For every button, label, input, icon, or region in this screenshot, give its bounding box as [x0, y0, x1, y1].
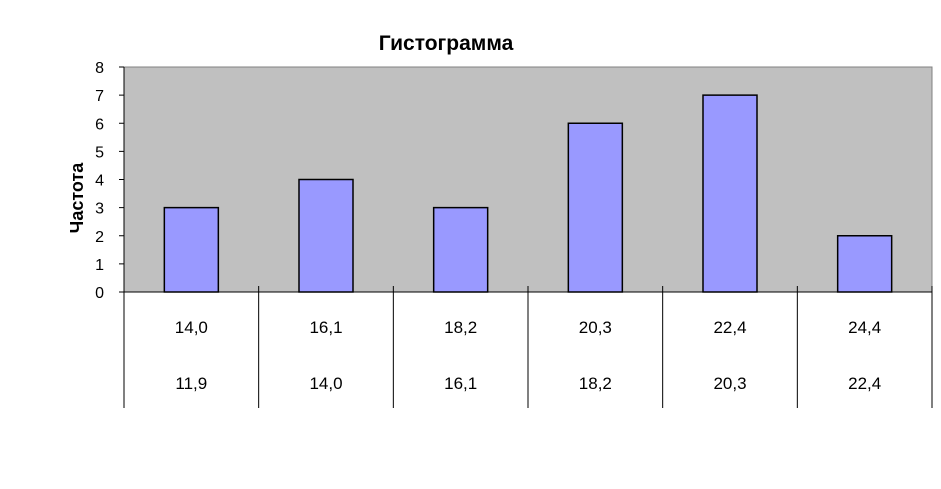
category-table: 14,0 11,9 16,1 14,0 18,2 16,1 20,3 18,2 22,4 20,3…	[123, 67, 933, 408]
bar	[298, 178, 354, 293]
category-upper-label: 22,4	[713, 318, 746, 337]
bars	[163, 94, 893, 293]
bar	[702, 94, 758, 293]
y-axis-label: Частота	[67, 162, 87, 234]
bar	[163, 206, 220, 293]
category-lower-label: 14,0	[309, 374, 342, 393]
category-lower-label: 22,4	[848, 374, 881, 393]
y-axis-ticks: 0 1 2 3 4 5 6 7 8	[95, 60, 124, 302]
category-lower-label: 20,3	[713, 374, 746, 393]
y-tick-label: 5	[95, 144, 104, 161]
y-tick-label: 0	[95, 285, 104, 302]
y-tick-label: 7	[95, 88, 104, 105]
category-lower-label: 16,1	[444, 374, 477, 393]
chart-title: Гистограмма	[379, 32, 514, 55]
category-upper-label: 16,1	[309, 318, 342, 337]
y-tick-label: 6	[95, 116, 104, 133]
bar	[836, 235, 893, 293]
bar	[432, 206, 489, 293]
bar	[567, 122, 624, 293]
category-upper-label: 14,0	[175, 318, 208, 337]
category-lower-label: 11,9	[175, 374, 207, 393]
category-upper-label: 18,2	[444, 318, 477, 337]
y-tick-label: 4	[95, 173, 104, 190]
category-lower-label: 18,2	[579, 374, 612, 393]
plot-area	[123, 66, 933, 293]
category-upper-label: 20,3	[579, 318, 612, 337]
y-tick-label: 3	[95, 201, 104, 218]
category-upper-label: 24,4	[848, 318, 881, 337]
y-tick-label: 8	[95, 60, 104, 77]
y-tick-label: 1	[95, 257, 104, 274]
y-tick-label: 2	[95, 229, 104, 246]
